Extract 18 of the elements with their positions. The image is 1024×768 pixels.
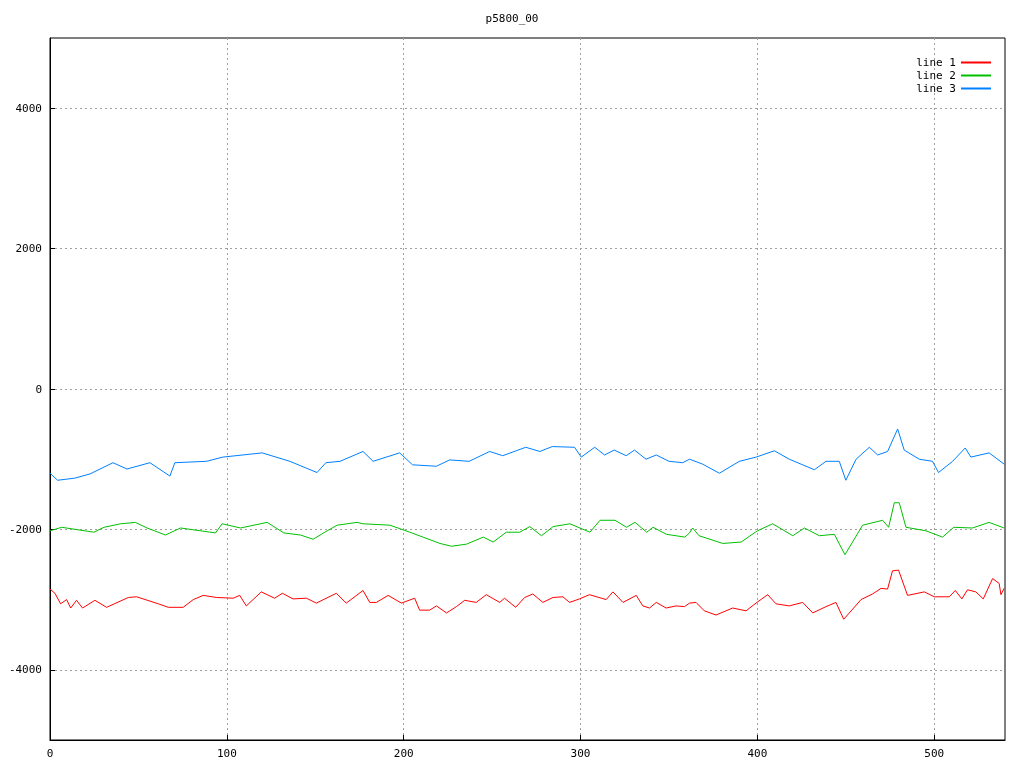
- x-tick-label: 200: [393, 747, 414, 760]
- y-tick-label: -2000: [8, 522, 42, 536]
- x-tick-label: 0: [46, 747, 54, 760]
- line-series: [49, 569, 1005, 620]
- x-tick-label: 400: [747, 747, 768, 760]
- legend-label: line 2: [916, 69, 956, 82]
- chart-title: p5800_00: [485, 12, 539, 25]
- y-tick-label: 4000: [15, 101, 42, 115]
- y-tick-label: -4000: [8, 663, 42, 677]
- line-series: [49, 502, 1005, 556]
- legend-label: line 1: [916, 56, 956, 69]
- y-tick-label: 0: [35, 382, 42, 396]
- line-series: [49, 428, 1005, 481]
- x-tick-label: 500: [924, 747, 945, 760]
- y-tick-label: 2000: [15, 242, 42, 256]
- legend-label: line 3: [916, 82, 956, 95]
- x-tick-label: 300: [570, 747, 591, 760]
- x-tick-label: 100: [216, 747, 237, 760]
